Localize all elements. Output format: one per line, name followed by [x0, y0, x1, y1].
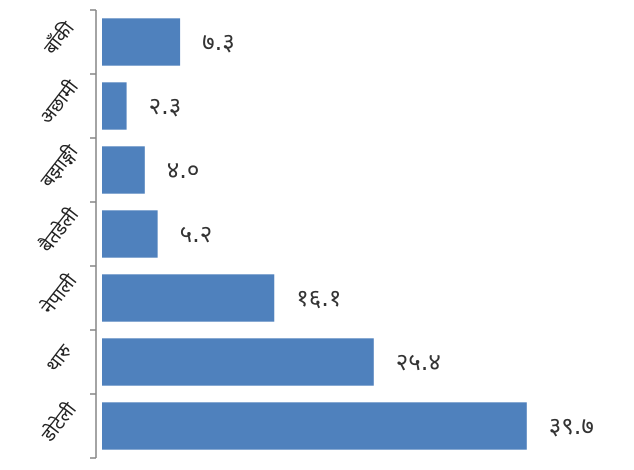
- category-label: थारु: [42, 340, 77, 376]
- value-label: ७.३: [202, 28, 235, 56]
- bar: [102, 338, 374, 386]
- category-label: बैतडेली: [35, 203, 84, 257]
- value-label: २५.४: [396, 348, 441, 376]
- category-label: डोटेली: [36, 397, 82, 446]
- category-label: नेपाली: [36, 269, 82, 319]
- category-label: बाँकी: [39, 16, 80, 59]
- value-label: ३९.७: [549, 412, 594, 440]
- bar: [102, 18, 181, 66]
- value-labels: ७.३ २.३ ४.० ५.२ १६.१ २५.४ ३९.७: [149, 28, 594, 440]
- bars-group: [102, 18, 527, 450]
- bar: [102, 210, 158, 258]
- category-label: अछामी: [35, 75, 84, 129]
- value-label: ५.२: [180, 220, 213, 248]
- value-label: ४.०: [167, 156, 200, 184]
- category-labels: बाँकी अछामी बझाङ्गी बैतडेली नेपाली थारु डोटेली: [35, 16, 84, 446]
- category-label: बझाङ्गी: [35, 140, 83, 192]
- bar: [102, 402, 527, 450]
- bar: [102, 274, 275, 322]
- value-label: २.३: [149, 92, 182, 120]
- bar: [102, 146, 145, 194]
- bar: [102, 82, 127, 130]
- category-axis: [90, 9, 97, 459]
- value-label: १६.१: [296, 284, 341, 312]
